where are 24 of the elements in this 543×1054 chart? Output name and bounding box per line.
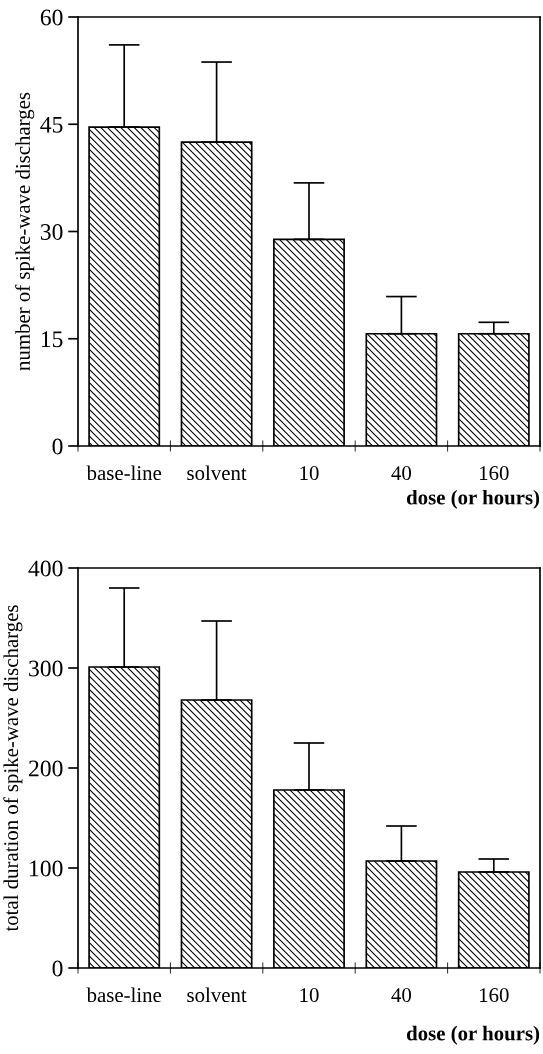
y-tick-label: 200 xyxy=(29,760,63,777)
x-tick-label: solvent xyxy=(187,987,247,1003)
y-tick-label: 0 xyxy=(52,438,63,455)
x-tick-label: 10 xyxy=(300,988,319,1003)
x-tick-label: solvent xyxy=(187,465,247,481)
y-tick-label: 45 xyxy=(40,116,63,133)
x-tick-label: 160 xyxy=(480,988,509,1003)
x-tick-label: 10 xyxy=(300,466,319,481)
x-tick-label: base-line xyxy=(86,465,162,481)
y-tick-label: 15 xyxy=(41,331,63,348)
y-tick-label: 0 xyxy=(52,960,63,977)
y-tick-label: 60 xyxy=(40,9,63,26)
x-axis-title: dose (or hours) xyxy=(406,1025,540,1045)
y-tick-label: 300 xyxy=(29,660,63,677)
x-tick-label: base-line xyxy=(86,987,162,1003)
y-tick-label: 30 xyxy=(40,223,63,240)
y-axis-title: number of spike-wave discharges xyxy=(15,92,35,371)
x-axis-title: dose (or hours) xyxy=(406,489,540,509)
y-axis-title: total duration of spike-wave discharges xyxy=(3,605,23,932)
y-tick-label: 100 xyxy=(30,860,63,877)
x-tick-label: 40 xyxy=(391,466,412,481)
x-tick-label: 160 xyxy=(480,466,509,481)
x-tick-label: 40 xyxy=(391,988,412,1003)
y-tick-label: 400 xyxy=(28,560,63,577)
